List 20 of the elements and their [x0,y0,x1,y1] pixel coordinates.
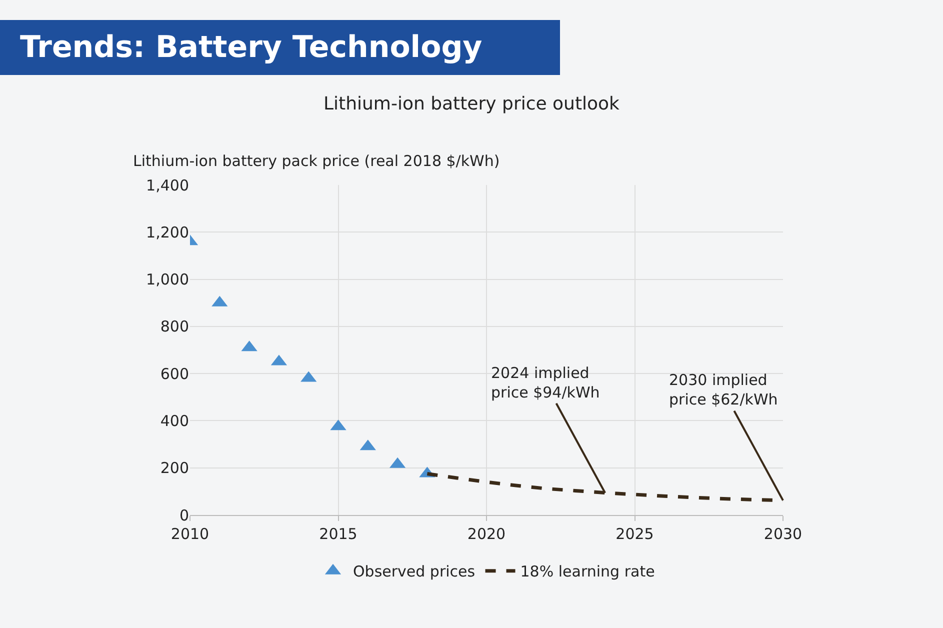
x-tick-label: 2015 [319,525,358,543]
x-tick-label: 2020 [467,525,506,543]
y-tick-label: 1,000 [146,270,189,289]
x-tick-label: 2030 [764,525,802,543]
legend-label: 18% learning rate [520,562,655,581]
annotation: 2024 implied price $94/kWh [491,364,600,402]
y-tick-label: 0 [179,506,189,524]
y-tick-label: 1,200 [146,223,189,242]
y-tick-label: 600 [160,364,189,383]
y-axis-title: Lithium-ion battery pack price (real 2018 $/kWh) [133,152,500,170]
chart-subtitle: Lithium-ion battery price outlook [324,94,620,115]
y-tick-label: 400 [160,412,189,430]
y-tick-label: 1,400 [146,176,189,194]
y-tick-label: 800 [160,318,189,336]
chart-title: Trends: Battery Technology [0,20,560,75]
y-tick-label: 200 [160,459,189,478]
x-tick-label: 2025 [616,525,654,543]
legend-label: Observed prices [353,562,476,581]
x-tick-label: 2010 [170,525,210,543]
annotation: 2030 implied price $62/kWh [669,371,778,408]
